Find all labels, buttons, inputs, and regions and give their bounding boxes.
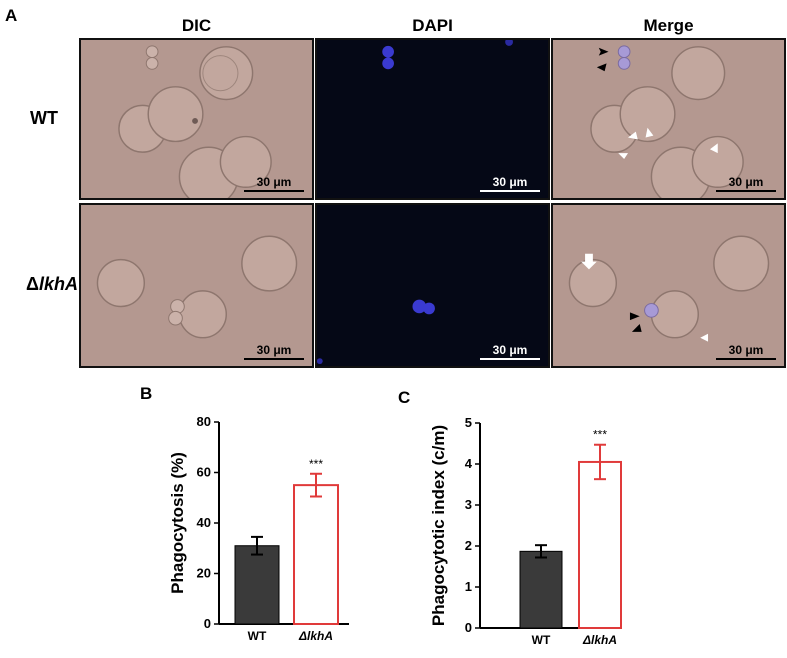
scale-bar-label: 30 μm <box>492 343 528 357</box>
chart-b-bar-0 <box>234 545 280 625</box>
chart-b-y-tick-label: 60 <box>197 465 211 480</box>
chart-b-y-tick-label: 20 <box>197 566 211 581</box>
image-wt-dic: 30 μm <box>79 38 314 200</box>
image-wt-merge: 30 μm <box>551 38 786 200</box>
scale-bar-wt-dic: 30 μm <box>244 175 304 192</box>
scale-bar-lkha-dapi: 30 μm <box>480 343 540 360</box>
column-title-merge: Merge <box>643 16 694 35</box>
chart-c-y-tick-label: 1 <box>465 579 472 594</box>
chart-b-y-tick-label: 0 <box>204 616 211 631</box>
column-title-dapi: DAPI <box>412 16 453 35</box>
scale-bar-label: 30 μm <box>728 175 764 189</box>
chart-b-x-tick-label-0: WT <box>248 629 267 643</box>
row-label-wt: WT <box>30 108 58 129</box>
chart-c-y-tick-label: 2 <box>465 538 472 553</box>
chart-c-y-axis-label: Phagocytotic index (c/m) <box>429 425 448 626</box>
panel-label-c: C <box>398 388 411 407</box>
image-lkha-dic: 30 μm <box>79 203 314 368</box>
chart-b-significance-label: *** <box>309 457 323 471</box>
row-label-lkha-text: lkhA <box>38 274 78 294</box>
chart-b-y-tick-label: 80 <box>197 414 211 429</box>
image-wt-dapi: 30 μm <box>315 38 550 200</box>
chart-c-y-tick-label: 5 <box>465 415 472 430</box>
chart-b-x-tick-label-1: ΔlkhA <box>298 629 333 643</box>
image-lkha-merge: 30 μm <box>551 203 786 368</box>
chart-c-y-tick-label: 0 <box>465 620 472 635</box>
chart-c-y-tick-label: 3 <box>465 497 472 512</box>
image-lkha-dapi: 30 μm <box>315 203 550 368</box>
chart-b-y-tick-label: 40 <box>197 515 211 530</box>
chart-c-bar-0 <box>519 550 563 629</box>
chart-b-bar-1 <box>293 484 339 625</box>
scale-bar-label: 30 μm <box>728 343 764 357</box>
chart-c-significance-label: *** <box>593 428 607 442</box>
chart-c-x-tick-label-0: WT <box>532 633 551 647</box>
chart-b-y-axis-label: Phagocytosis (%) <box>168 452 187 594</box>
chart-c-y-tick-label: 4 <box>465 456 473 471</box>
row-label-lkha-prefix: Δ <box>26 274 39 294</box>
scale-bar-label: 30 μm <box>256 175 292 189</box>
scale-bar-wt-merge: 30 μm <box>716 175 776 192</box>
scale-bar-label: 30 μm <box>256 343 292 357</box>
column-title-dic: DIC <box>181 16 212 35</box>
scale-bar-lkha-merge: 30 μm <box>716 343 776 360</box>
row-label-wt-text: WT <box>30 108 58 128</box>
scale-bar-wt-dapi: 30 μm <box>480 175 540 192</box>
chart-c-bar-1 <box>578 460 622 630</box>
chart-c-x-tick-label-1: ΔlkhA <box>582 633 617 647</box>
scale-bar-label: 30 μm <box>492 175 528 189</box>
panel-label-a: A <box>5 6 18 25</box>
panel-label-b: B <box>140 384 153 403</box>
scale-bar-lkha-dic: 30 μm <box>244 343 304 360</box>
row-label-lkha: ΔlkhA <box>26 274 78 295</box>
